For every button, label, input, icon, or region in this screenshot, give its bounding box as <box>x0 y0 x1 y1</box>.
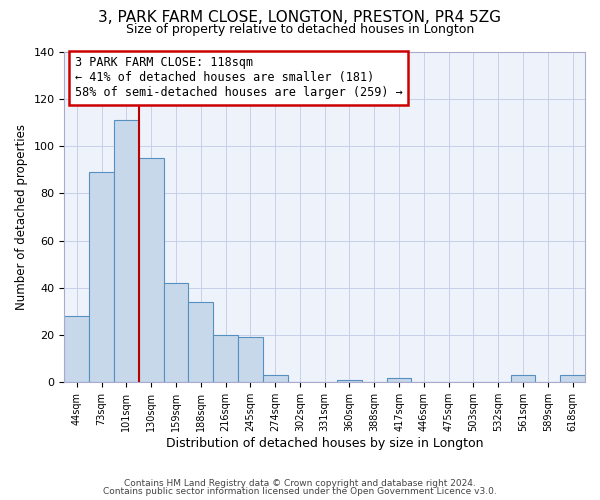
Bar <box>89 172 114 382</box>
Bar <box>64 316 89 382</box>
Bar <box>560 376 585 382</box>
Text: Contains public sector information licensed under the Open Government Licence v3: Contains public sector information licen… <box>103 487 497 496</box>
Bar <box>238 338 263 382</box>
Text: 3, PARK FARM CLOSE, LONGTON, PRESTON, PR4 5ZG: 3, PARK FARM CLOSE, LONGTON, PRESTON, PR… <box>98 10 502 25</box>
Text: 3 PARK FARM CLOSE: 118sqm
← 41% of detached houses are smaller (181)
58% of semi: 3 PARK FARM CLOSE: 118sqm ← 41% of detac… <box>75 56 403 100</box>
Y-axis label: Number of detached properties: Number of detached properties <box>15 124 28 310</box>
Bar <box>188 302 213 382</box>
Text: Contains HM Land Registry data © Crown copyright and database right 2024.: Contains HM Land Registry data © Crown c… <box>124 478 476 488</box>
Bar <box>114 120 139 382</box>
Bar <box>213 335 238 382</box>
Bar <box>386 378 412 382</box>
Bar <box>139 158 164 382</box>
Bar <box>164 283 188 382</box>
Bar <box>263 376 287 382</box>
Bar <box>337 380 362 382</box>
Text: Size of property relative to detached houses in Longton: Size of property relative to detached ho… <box>126 22 474 36</box>
X-axis label: Distribution of detached houses by size in Longton: Distribution of detached houses by size … <box>166 437 484 450</box>
Bar <box>511 376 535 382</box>
